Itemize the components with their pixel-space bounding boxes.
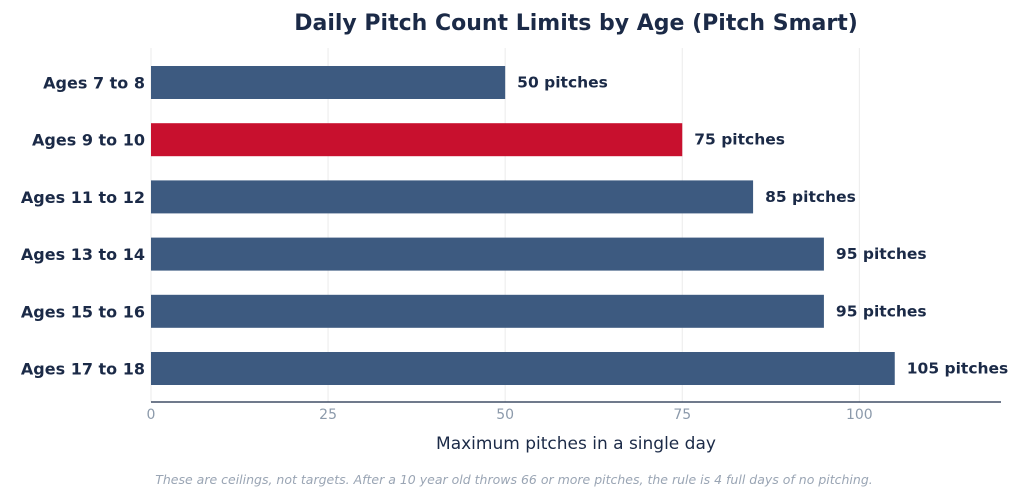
category-labels: Ages 7 to 8 Ages 9 to 10 Ages 11 to 12 Ages…: [21, 74, 145, 379]
bar: [151, 180, 754, 214]
x-tick-labels: 0 25 50 75 100: [147, 407, 873, 423]
bar: [151, 352, 895, 385]
x-tick-label: 75: [673, 407, 691, 423]
x-tick-label: 0: [147, 407, 156, 423]
category-label: Ages 15 to 16: [21, 302, 145, 321]
bar: [151, 294, 824, 328]
grid-lines: [150, 48, 860, 402]
x-tick-label: 50: [496, 407, 514, 423]
category-label: Ages 7 to 8: [43, 74, 145, 93]
value-label: 95 pitches: [836, 245, 927, 263]
category-label: Ages 17 to 18: [21, 360, 145, 379]
x-tick-label: 100: [846, 407, 873, 423]
x-tick-label: 25: [319, 407, 337, 423]
value-label: 75 pitches: [694, 131, 785, 149]
value-labels: 50 pitches 75 pitches 85 pitches 95 pitches…: [517, 74, 1008, 378]
category-label: Ages 9 to 10: [32, 131, 145, 150]
value-label: 50 pitches: [517, 74, 608, 92]
category-label: Ages 13 to 14: [21, 245, 145, 264]
value-label: 85 pitches: [765, 188, 856, 206]
x-axis-title: Maximum pitches in a single day: [436, 434, 716, 454]
value-label: 105 pitches: [907, 360, 1009, 378]
chart-title: Daily Pitch Count Limits by Age (Pitch S…: [294, 11, 858, 36]
bar: [151, 66, 506, 99]
bar: [151, 237, 824, 271]
category-label: Ages 11 to 12: [21, 188, 145, 207]
footnote: These are ceilings, not targets. After a…: [155, 472, 872, 487]
value-label: 95 pitches: [836, 302, 927, 320]
bar: [151, 123, 683, 157]
bars: [151, 66, 895, 385]
